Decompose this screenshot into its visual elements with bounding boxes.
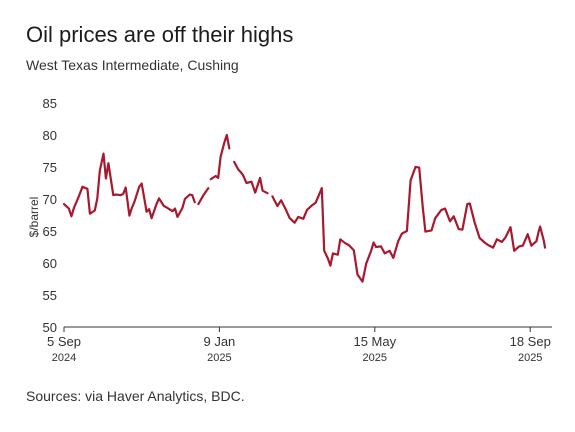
y-tick-label: 50: [43, 320, 57, 335]
source-note: Sources: via Haver Analytics, BDC.: [26, 388, 245, 404]
y-tick-label: 60: [43, 256, 57, 271]
x-tick-year-label: 2025: [363, 352, 387, 364]
series-layer: [62, 133, 547, 283]
x-tick-label: 9 Jan: [203, 334, 235, 349]
y-tick-label: 85: [43, 96, 57, 111]
chart-title: Oil prices are off their highs: [26, 22, 294, 47]
y-tick-label: 55: [43, 288, 57, 303]
x-tick-label: 18 Sep: [510, 334, 551, 349]
x-tick-year-label: 2025: [207, 352, 231, 364]
x-tick-year-label: 2025: [518, 352, 542, 364]
wti-price-line: [62, 133, 547, 283]
x-tick-label: 15 May: [353, 334, 396, 349]
y-tick-label: 65: [43, 224, 57, 239]
y-axis-label: $/barrel: [27, 197, 41, 238]
y-tick-label: 80: [43, 128, 57, 143]
y-tick-label: 70: [43, 192, 57, 207]
x-tick-label: 5 Sep: [47, 334, 81, 349]
chart-subtitle: West Texas Intermediate, Cushing: [26, 57, 239, 73]
x-axis: 5 Sep 2024 9 Jan 2025 15 May 2025 18 Sep 2025: [47, 327, 551, 364]
x-tick-year-label: 2024: [52, 352, 76, 364]
y-axis: 50 55 60 65 70 75 80 85: [43, 96, 57, 335]
y-tick-label: 75: [43, 160, 57, 175]
